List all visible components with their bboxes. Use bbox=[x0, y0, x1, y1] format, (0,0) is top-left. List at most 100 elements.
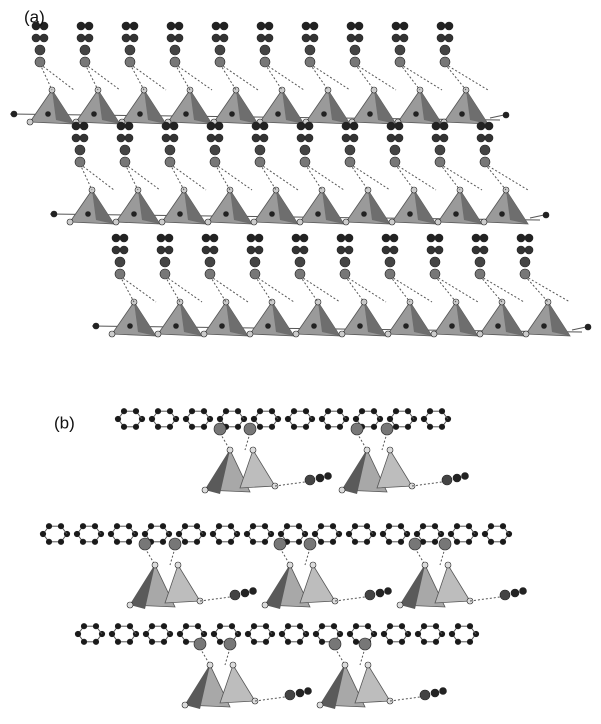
atom bbox=[115, 639, 121, 645]
atom bbox=[390, 246, 398, 254]
atom bbox=[380, 531, 386, 537]
atom bbox=[228, 523, 234, 529]
atom bbox=[157, 246, 165, 254]
atom bbox=[201, 408, 207, 414]
atom bbox=[214, 423, 226, 435]
atom bbox=[525, 234, 533, 242]
atom bbox=[126, 539, 132, 545]
atom bbox=[340, 257, 350, 267]
atom bbox=[270, 212, 275, 217]
atom bbox=[195, 623, 201, 629]
bond bbox=[525, 276, 548, 302]
atom bbox=[368, 112, 373, 117]
tetrahedron bbox=[355, 665, 390, 703]
atom bbox=[11, 111, 17, 117]
atom bbox=[250, 539, 256, 545]
atom bbox=[310, 34, 318, 42]
atom bbox=[75, 145, 85, 155]
atom bbox=[393, 424, 399, 430]
atom bbox=[387, 416, 393, 422]
atom bbox=[207, 122, 215, 130]
atom bbox=[210, 145, 220, 155]
atom bbox=[93, 623, 99, 629]
atom bbox=[133, 408, 139, 414]
atom bbox=[251, 639, 257, 645]
atom bbox=[398, 523, 404, 529]
atom bbox=[520, 257, 530, 267]
atom bbox=[296, 539, 302, 545]
atom bbox=[109, 331, 115, 337]
bond bbox=[130, 64, 166, 90]
atom bbox=[263, 623, 269, 629]
atom bbox=[364, 447, 370, 453]
bond bbox=[395, 164, 436, 190]
atom bbox=[157, 234, 165, 242]
atom bbox=[432, 523, 438, 529]
atom bbox=[445, 34, 453, 42]
atom bbox=[322, 112, 327, 117]
atom bbox=[337, 424, 343, 430]
atom bbox=[86, 212, 91, 217]
atom bbox=[120, 234, 128, 242]
bond bbox=[200, 597, 230, 601]
atom bbox=[585, 324, 591, 330]
atom bbox=[122, 34, 130, 42]
atom bbox=[376, 589, 384, 597]
atom bbox=[220, 324, 225, 329]
atom bbox=[432, 122, 440, 130]
bond bbox=[125, 164, 138, 190]
bond bbox=[120, 276, 156, 302]
atom bbox=[278, 531, 284, 537]
atom bbox=[475, 257, 485, 267]
atom bbox=[212, 22, 220, 30]
atom bbox=[520, 588, 527, 595]
atom bbox=[210, 246, 218, 254]
atom bbox=[269, 408, 275, 414]
atom bbox=[291, 424, 297, 430]
atom bbox=[162, 134, 170, 142]
atom bbox=[352, 523, 358, 529]
atom bbox=[220, 34, 228, 42]
atom bbox=[472, 234, 480, 242]
atom bbox=[439, 408, 445, 414]
atom bbox=[393, 408, 399, 414]
atom bbox=[385, 588, 392, 595]
atom bbox=[305, 45, 315, 55]
bond bbox=[255, 697, 285, 701]
atom bbox=[285, 623, 291, 629]
atom bbox=[241, 589, 249, 597]
atom bbox=[167, 22, 175, 30]
atom bbox=[345, 157, 355, 167]
bond bbox=[85, 64, 98, 90]
atom bbox=[310, 562, 316, 568]
atom bbox=[40, 34, 48, 42]
tetrahedron bbox=[240, 450, 275, 488]
atom bbox=[250, 257, 260, 267]
bond bbox=[260, 164, 298, 190]
atom bbox=[202, 487, 208, 493]
atom bbox=[296, 689, 304, 697]
atom bbox=[183, 416, 189, 422]
atom bbox=[330, 539, 336, 545]
atom bbox=[480, 157, 490, 167]
atom bbox=[148, 523, 154, 529]
bond bbox=[210, 276, 226, 302]
atom bbox=[381, 423, 393, 435]
atom bbox=[120, 157, 130, 167]
atom bbox=[477, 331, 483, 337]
atom bbox=[433, 623, 439, 629]
bond bbox=[390, 276, 432, 302]
atom bbox=[480, 246, 488, 254]
atom bbox=[430, 257, 440, 267]
atom bbox=[318, 523, 324, 529]
atom bbox=[297, 122, 305, 130]
atom bbox=[255, 145, 265, 155]
atom bbox=[210, 234, 218, 242]
atom bbox=[297, 219, 303, 225]
atom bbox=[511, 589, 519, 597]
atom bbox=[160, 257, 170, 267]
atom bbox=[472, 246, 480, 254]
atom bbox=[220, 22, 228, 30]
atom bbox=[305, 475, 315, 485]
atom bbox=[121, 408, 127, 414]
